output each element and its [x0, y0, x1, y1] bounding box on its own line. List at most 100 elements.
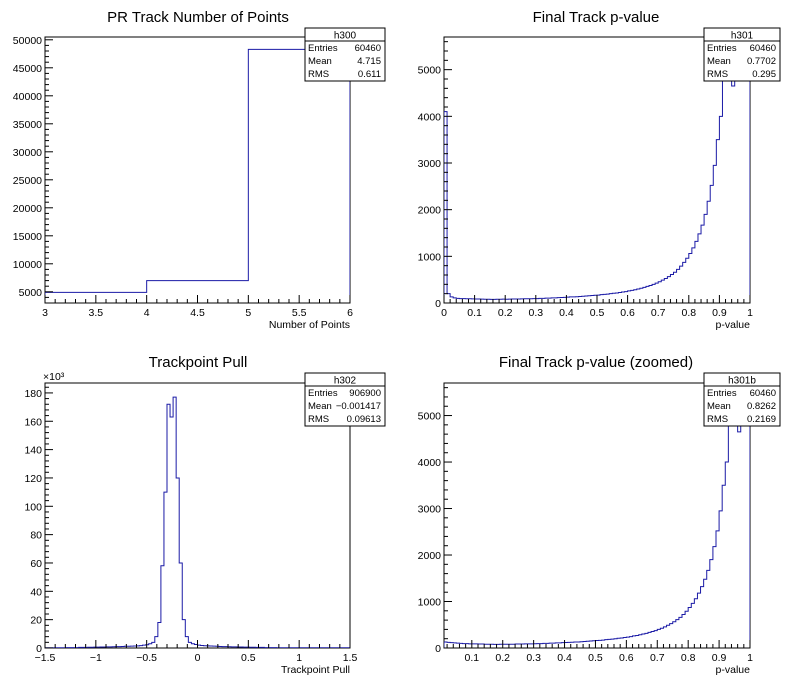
stats-label: RMS	[707, 414, 728, 425]
y-tick-label: 15000	[13, 231, 42, 243]
y-tick-label: 2000	[418, 550, 442, 562]
stats-box-frame	[304, 372, 386, 427]
y-tick-label: 3000	[418, 504, 442, 516]
histogram-bins	[45, 397, 350, 648]
y-tick-label: 1000	[418, 597, 442, 609]
y-tick-label: 25000	[13, 175, 42, 187]
x-tick-label: −0.5	[136, 652, 157, 664]
chart-title: PR Track Number of Points	[107, 9, 289, 26]
y-tick-label: 30000	[13, 147, 42, 159]
histogram-bin	[670, 275, 673, 303]
histogram-bin	[691, 603, 694, 648]
x-tick-label: 4	[144, 307, 150, 319]
stats-box-name: h300	[334, 31, 357, 42]
histogram-bin	[680, 266, 683, 303]
x-tick-label: 5	[245, 307, 251, 319]
x-tick-label: 0.1	[465, 652, 480, 664]
y-tick-label: 80	[30, 530, 42, 542]
x-tick-label: 0.7	[651, 307, 666, 319]
y-tick-label: 45000	[13, 63, 42, 75]
chart-title: Final Track p-value	[533, 9, 660, 26]
stats-label: Mean	[308, 56, 332, 67]
stats-label: Entries	[707, 43, 737, 54]
x-tick-label: 0	[195, 652, 201, 664]
histogram-line	[444, 383, 750, 648]
stats-box-name: h301b	[728, 376, 756, 387]
x-tick-label: 6	[347, 307, 353, 319]
x-axis-label: p-value	[716, 319, 751, 331]
y-tick-label: 10000	[13, 259, 42, 271]
histogram-bin	[679, 617, 682, 648]
chart-title: Trackpoint Pull	[149, 354, 248, 371]
stats-value: 0.295	[752, 69, 776, 80]
y-tick-label: 1000	[418, 251, 442, 263]
x-tick-label: 0.4	[559, 307, 574, 319]
y-tick-label: 2000	[418, 205, 442, 217]
y-tick-label: 4000	[418, 111, 442, 123]
x-tick-label: 0.1	[467, 307, 482, 319]
histogram-bin	[710, 185, 713, 303]
histogram-panel-3: Trackpoint Pull −1.5 −1 −0.5 0 0.5 1 1.5 0 20 40 60…	[24, 354, 386, 676]
histogram-bin	[744, 416, 747, 648]
histogram-bin	[701, 225, 704, 303]
x-tick-label: 0.3	[528, 307, 543, 319]
x-tick-label: 0.7	[650, 652, 665, 664]
stats-value: 0.2169	[747, 414, 776, 425]
histogram-bin	[744, 70, 747, 303]
x-axis-label: Trackpoint Pull	[281, 664, 350, 676]
y-tick-label: 140	[24, 445, 42, 457]
y-tick-label: 180	[24, 388, 42, 400]
stats-box-name: h302	[334, 376, 357, 387]
x-tick-label: 0.4	[557, 652, 572, 664]
histogram-bin	[719, 511, 722, 648]
histogram-bin	[713, 165, 716, 303]
histogram-bin	[738, 432, 741, 648]
stats-value: 60460	[750, 43, 776, 54]
x-tick-label: −1.5	[35, 652, 56, 664]
x-tick-label: 0	[441, 307, 447, 319]
x-tick-label: 0.8	[681, 307, 696, 319]
y-tick-label: 160	[24, 416, 42, 428]
x-tick-label: 0.2	[498, 307, 513, 319]
stats-value: 4.715	[357, 56, 381, 67]
y-tick-label: 100	[24, 501, 42, 513]
y-tick-label: 20000	[13, 203, 42, 215]
histogram-bin	[695, 241, 698, 303]
stats-value: 906900	[349, 388, 381, 399]
x-tick-label: 0.9	[712, 307, 727, 319]
histogram-bin	[713, 547, 716, 648]
stats-label: Mean	[707, 56, 731, 67]
y-tick-label: 60	[30, 558, 42, 570]
y-tick-label: 20	[30, 615, 42, 627]
histogram-panel-1: PR Track Number of Points 3 3.5 4 4.5 5 5.5 6 50…	[13, 9, 386, 331]
x-tick-label: 0.5	[588, 652, 603, 664]
x-tick-label: 1	[747, 307, 753, 319]
histogram-bin	[719, 116, 722, 303]
histogram-bin	[683, 262, 686, 303]
x-tick-label: 0.6	[620, 307, 635, 319]
x-tick-label: 0.5	[590, 307, 605, 319]
x-tick-label: 0.8	[681, 652, 696, 664]
stats-label: Mean	[308, 401, 332, 412]
y-axis-multiplier: ×10³	[43, 371, 65, 383]
histogram-panel-2: Final Track p-value 0 0.1 0.2 0.3 0.4 0.5 0.6 0.…	[418, 9, 781, 331]
x-tick-label: 1.5	[343, 652, 358, 664]
histogram-bin	[694, 599, 697, 648]
histogram-bin	[716, 531, 719, 648]
y-tick-label: 120	[24, 473, 42, 485]
stats-label: Mean	[707, 401, 731, 412]
stats-value: 0.7702	[747, 56, 776, 67]
histogram-bin	[674, 272, 677, 303]
stats-label: Entries	[308, 388, 338, 399]
x-tick-label: 0.9	[712, 652, 727, 664]
x-tick-label: 0.2	[495, 652, 510, 664]
histogram-bin	[682, 615, 685, 648]
stats-box-name: h301	[731, 31, 754, 42]
histogram-bin	[698, 234, 701, 303]
